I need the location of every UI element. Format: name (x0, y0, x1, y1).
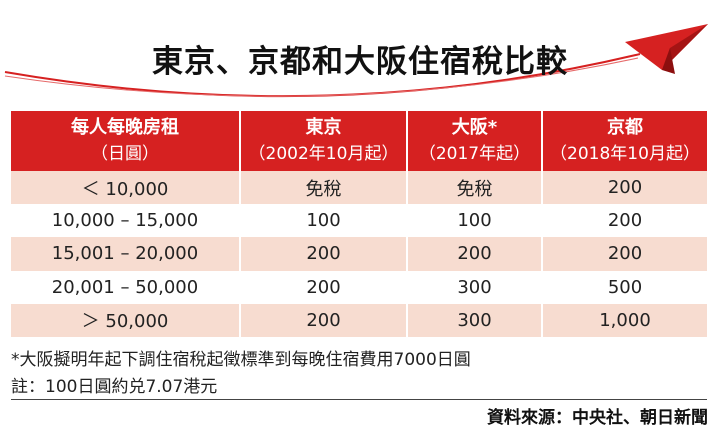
table-row: ＞ 50,000 200 300 1,000 (11, 303, 707, 337)
paper-plane-icon (625, 24, 708, 74)
table-cell: 100 (406, 204, 542, 238)
table-cell: 免稅 (239, 171, 407, 205)
table-cell: ＞ 50,000 (11, 303, 240, 337)
header-label: 每人每晚房租 (71, 117, 179, 138)
source-credit: 資料來源：中央社、朝日新聞 (487, 408, 708, 428)
table-cell: 200 (541, 171, 707, 205)
table-cell: 300 (406, 303, 542, 337)
table-cell: 300 (406, 270, 542, 304)
table-row: 10,000 – 15,000 100 100 200 (11, 204, 707, 238)
header-sublabel: （日圓） (91, 144, 159, 164)
table-cell: 15,001 – 20,000 (11, 237, 240, 271)
table-cell: 免稅 (406, 171, 542, 205)
footnote-exchange-rate: 註：100日圓約兑7.07港元 (11, 377, 218, 397)
divider (11, 399, 707, 400)
table-cell: 200 (541, 204, 707, 238)
header-tokyo: 東京 （2002年10月起） (239, 111, 407, 171)
table-row: 15,001 – 20,000 200 200 200 (11, 237, 707, 271)
table-cell: 200 (239, 237, 407, 271)
table-cell: 20,001 – 50,000 (11, 270, 240, 304)
header-label: 東京 (305, 117, 342, 138)
header-sublabel: （2017年起） (418, 144, 531, 164)
swoosh-decoration (4, 24, 708, 98)
table-header-row: 每人每晚房租 （日圓） 東京 （2002年10月起） 大阪* （2017年起） … (11, 111, 707, 171)
table-cell: 200 (239, 270, 407, 304)
header-label: 京都 (607, 117, 643, 138)
header-osaka: 大阪* （2017年起） (406, 111, 542, 171)
table-cell: 200 (239, 303, 407, 337)
table-cell: 10,000 – 15,000 (11, 204, 240, 238)
header-rent: 每人每晚房租 （日圓） (11, 111, 240, 171)
table-cell: 500 (541, 270, 707, 304)
header-label: 大阪* (451, 117, 498, 138)
footnote-osaka: *大阪擬明年起下調住宿稅起徵標準到每晚住宿費用7000日圓 (11, 350, 471, 370)
header-kyoto: 京都 （2018年10月起） (541, 111, 707, 171)
table-cell: 200 (406, 237, 542, 271)
table-cell: ＜ 10,000 (11, 171, 240, 205)
header-sublabel: （2002年10月起） (248, 144, 399, 164)
table-row: ＜ 10,000 免稅 免稅 200 (11, 171, 707, 205)
page-title: 東京、京都和大阪住宿稅比較 (152, 43, 568, 80)
header-sublabel: （2018年10月起） (550, 144, 700, 164)
table-cell: 100 (239, 204, 407, 238)
table-cell: 200 (541, 237, 707, 271)
tax-comparison-table: 每人每晚房租 （日圓） 東京 （2002年10月起） 大阪* （2017年起） … (11, 111, 707, 337)
table-cell: 1,000 (541, 303, 707, 337)
table-row: 20,001 – 50,000 200 300 500 (11, 270, 707, 304)
